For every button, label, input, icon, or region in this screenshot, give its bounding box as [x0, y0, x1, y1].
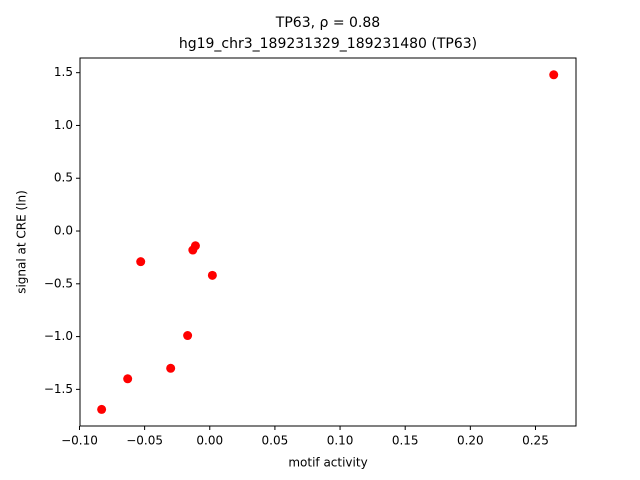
x-tick-label: 0.25 [522, 434, 549, 448]
x-tick-label: 0.10 [327, 434, 354, 448]
y-tick-label: 0.5 [54, 171, 73, 185]
y-tick-label: −1.0 [44, 329, 73, 343]
y-tick-label: −1.5 [44, 382, 73, 396]
chart-subtitle: hg19_chr3_189231329_189231480 (TP63) [179, 36, 477, 52]
x-axis-label: motif activity [288, 456, 367, 470]
plot-frame [79, 57, 577, 427]
x-tick-label: 0.00 [196, 434, 223, 448]
point [549, 70, 559, 80]
chart-title: TP63, ρ = 0.88 [275, 15, 380, 31]
y-tick-label: 0.0 [54, 224, 73, 238]
point [166, 363, 176, 373]
x-tick-label: 0.15 [392, 434, 419, 448]
point [123, 374, 133, 384]
point [183, 331, 193, 341]
x-tick-label: 0.05 [262, 434, 289, 448]
y-tick-label: 1.5 [54, 65, 73, 79]
point [136, 257, 146, 267]
x-tick-label: −0.05 [126, 434, 163, 448]
x-tick-label: −0.10 [61, 434, 98, 448]
y-tick-label: 1.0 [54, 118, 73, 132]
y-tick-label: −0.5 [44, 276, 73, 290]
point [190, 241, 200, 251]
point [97, 404, 107, 414]
y-axis-label: signal at CRE (ln) [15, 190, 29, 294]
x-tick-label: 0.20 [457, 434, 484, 448]
point [207, 270, 217, 280]
